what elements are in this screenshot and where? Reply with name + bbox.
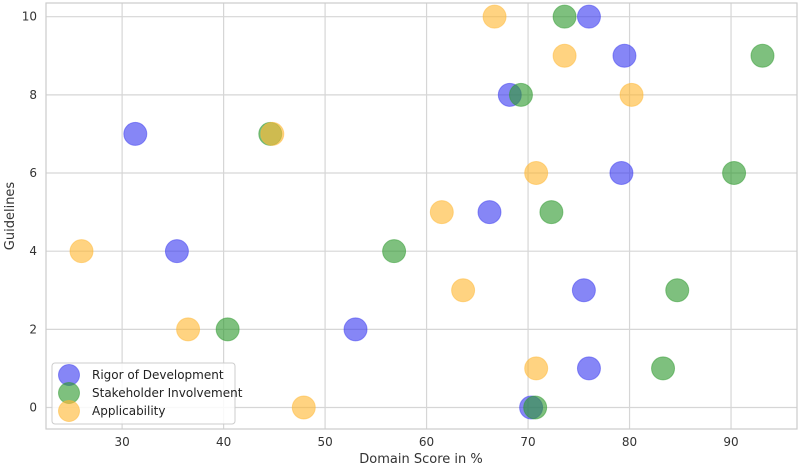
x-tick-label: 90 — [723, 435, 738, 449]
point-series-2 — [508, 82, 533, 107]
point-series-3 — [619, 82, 644, 107]
point-series-2 — [552, 4, 577, 29]
data-points — [69, 4, 775, 420]
x-tick-label: 60 — [419, 435, 434, 449]
y-tick-label: 8 — [29, 88, 37, 102]
point-series-1 — [343, 317, 368, 342]
point-series-3 — [524, 356, 549, 381]
point-series-3 — [482, 4, 507, 29]
plot-frame — [45, 2, 798, 430]
point-series-3 — [176, 317, 201, 342]
point-series-3 — [429, 200, 454, 225]
tick-labels: 30 40 50 60 70 80 90 0 2 4 6 8 10 — [22, 10, 739, 449]
x-tick-label: 40 — [216, 435, 231, 449]
point-series-2 — [539, 200, 564, 225]
point-series-3 — [524, 161, 549, 186]
point-series-2 — [382, 239, 407, 264]
legend-label: Stakeholder Involvement — [92, 386, 243, 400]
x-tick-label: 50 — [317, 435, 332, 449]
x-axis-title: Domain Score in % — [359, 452, 482, 467]
x-tick-label: 70 — [520, 435, 535, 449]
legend-box — [51, 362, 236, 425]
point-series-2 — [722, 161, 747, 186]
point-series-3 — [69, 239, 94, 264]
plot-border — [45, 2, 798, 430]
point-series-3 — [291, 395, 316, 420]
point-series-1 — [576, 4, 601, 29]
point-series-1 — [612, 43, 637, 68]
point-series-2 — [665, 278, 690, 303]
point-series-1 — [609, 161, 634, 186]
point-series-2 — [651, 356, 676, 381]
plot-background — [46, 3, 797, 429]
point-series-1 — [576, 356, 601, 381]
y-tick-label: 4 — [29, 244, 37, 258]
point-series-1 — [164, 239, 189, 264]
point-series-1 — [477, 200, 502, 225]
legend-marker — [58, 400, 80, 422]
point-series-3 — [451, 278, 476, 303]
x-tick-label: 80 — [622, 435, 637, 449]
point-series-2 — [750, 43, 775, 68]
y-axis-title: Guidelines — [3, 182, 18, 251]
point-series-3 — [260, 121, 285, 146]
y-tick-label: 2 — [29, 322, 37, 336]
legend: Rigor of Development Stakeholder Involvem… — [51, 362, 243, 425]
point-series-3 — [552, 43, 577, 68]
y-tick-label: 6 — [29, 166, 37, 180]
point-series-2 — [523, 395, 548, 420]
x-tick-label: 30 — [114, 435, 129, 449]
grid — [46, 3, 797, 429]
y-tick-label: 0 — [29, 401, 37, 415]
y-tick-label: 10 — [22, 10, 37, 24]
legend-label: Applicability — [92, 404, 166, 418]
legend-label: Rigor of Development — [92, 368, 224, 382]
point-series-2 — [215, 317, 240, 342]
point-series-1 — [123, 121, 148, 146]
point-series-1 — [571, 278, 596, 303]
